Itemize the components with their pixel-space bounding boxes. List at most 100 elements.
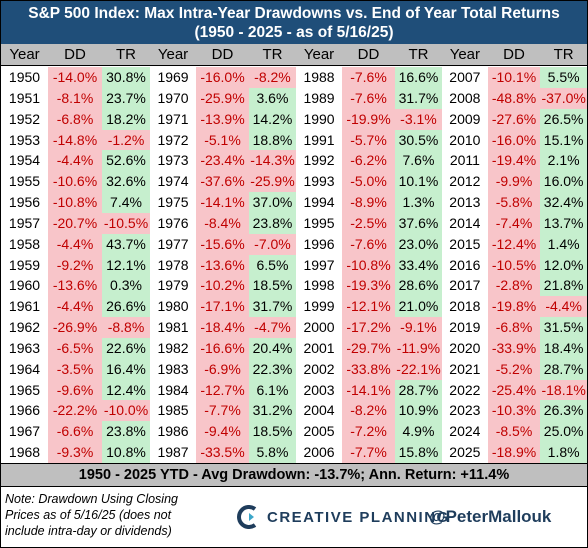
total-return-cell: 7.6% (394, 150, 442, 172)
drawdown-cell: -7.2% (342, 421, 395, 443)
year-cell: 1976 (157, 214, 189, 231)
total-return-cell: 37.6% (394, 212, 442, 234)
table-row: 1993 -5.0% 10.1% (296, 171, 442, 193)
table-row: 2004 -8.2% 10.9% (296, 400, 442, 422)
title-line-2: (1950 - 2025 - as of 5/16/25) (194, 24, 394, 41)
table-row: 1955 -10.6% 32.6% (1, 171, 150, 193)
drawdown-cell: -33.5% (196, 442, 249, 463)
drawdown-cell: -10.8% (48, 192, 102, 213)
summary-bar: 1950 - 2025 YTD - Avg Drawdown: -13.7%; … (1, 463, 587, 487)
year-cell: 1997 (303, 256, 335, 273)
table-row: 1981 -18.4% -4.7% (150, 317, 296, 338)
table-row: 1954 -4.4% 52.6% (1, 150, 150, 172)
total-return-cell: -25.9% (248, 171, 296, 193)
column-header-tr: TR (408, 46, 429, 63)
year-cell: 2014 (449, 214, 481, 231)
table-row: 1960 -13.6% 0.3% (1, 275, 150, 297)
table-row: 1958 -4.4% 43.7% (1, 233, 150, 255)
table-row: 1964 -3.5% 16.4% (1, 358, 150, 380)
year-cell: 2005 (303, 423, 335, 440)
table-row: 2008 -48.8% -37.0% (442, 87, 587, 109)
drawdown-cell: -6.9% (196, 358, 249, 380)
drawdown-cell: -5.7% (342, 129, 395, 151)
total-return-cell: 18.5% (248, 275, 296, 297)
total-return-cell: 1.8% (540, 442, 587, 463)
table-row: 1974 -37.6% -25.9% (150, 171, 296, 193)
year-cell: 1968 (8, 444, 41, 461)
year-cell: 2007 (449, 69, 481, 85)
table-row: 1961 -4.4% 26.6% (1, 296, 150, 318)
column-header-dd: DD (503, 46, 525, 63)
total-return-cell: -4.4% (540, 296, 587, 318)
drawdown-cell: -19.4% (487, 150, 541, 172)
drawdown-cell: -10.2% (196, 275, 249, 297)
drawdown-cell: -33.9% (487, 337, 541, 359)
year-cell: 2006 (303, 444, 335, 461)
table-row: 1963 -6.5% 22.6% (1, 337, 150, 359)
table-row: 1978 -13.6% 6.5% (150, 254, 296, 276)
year-cell: 2009 (449, 110, 481, 127)
table-row: 1996 -7.6% 23.0% (296, 233, 442, 255)
drawdown-cell: -13.9% (196, 108, 249, 130)
year-cell: 1953 (8, 131, 41, 148)
year-cell: 2008 (449, 89, 481, 106)
drawdown-cell: -14.1% (342, 379, 395, 401)
table-row: 1998 -19.3% 28.6% (296, 275, 442, 297)
total-return-cell: 10.1% (394, 171, 442, 193)
table-row: 2020 -33.9% 18.4% (442, 337, 587, 359)
drawdown-cell: -18.4% (196, 317, 249, 338)
drawdown-cell: -8.1% (48, 87, 102, 109)
year-cell: 1954 (8, 152, 41, 169)
total-return-cell: 4.9% (394, 421, 442, 443)
drawdown-cell: -4.4% (48, 296, 102, 318)
total-return-cell: 23.0% (394, 233, 442, 255)
year-cell: 1988 (303, 69, 335, 85)
year-cell: 1970 (157, 89, 189, 106)
total-return-cell: -14.3% (248, 150, 296, 172)
data-grid: 1950 -14.0% 30.8% 1951 -8.1% 23.7% 1952 -6.8% 18… (1, 67, 587, 463)
year-cell: 2024 (449, 423, 481, 440)
drawdown-cell: -14.1% (196, 192, 249, 213)
table-row: 1992 -6.2% 7.6% (296, 150, 442, 172)
year-cell: 2016 (449, 256, 481, 273)
drawdown-cell: -8.5% (487, 421, 541, 443)
column-header-dd: DD (64, 46, 86, 63)
drawdown-cell: -7.4% (487, 212, 541, 234)
year-cell: 2025 (449, 444, 481, 461)
total-return-cell: 12.0% (540, 254, 587, 276)
table-row: 2019 -6.8% 31.5% (442, 317, 587, 338)
drawdown-cell: -20.7% (48, 212, 102, 234)
drawdown-cell: -18.9% (487, 442, 541, 463)
table-row: 2009 -27.6% 26.5% (442, 108, 587, 130)
total-return-cell: -18.1% (540, 379, 587, 401)
total-return-cell: -10.0% (102, 400, 150, 422)
drawdown-cell: -23.4% (196, 150, 249, 172)
column-header-dd: DD (357, 46, 380, 63)
drawdown-cell: -7.6% (342, 233, 395, 255)
table-row: 1952 -6.8% 18.2% (1, 108, 150, 130)
total-return-cell: 26.5% (540, 108, 587, 130)
drawdown-cell: -19.3% (342, 275, 395, 297)
year-cell: 1971 (157, 110, 189, 127)
table-row: 1971 -13.9% 14.2% (150, 108, 296, 130)
total-return-cell: -4.7% (248, 317, 296, 338)
table-row: 1969 -16.0% -8.2% (150, 67, 296, 88)
year-cell: 2002 (303, 360, 335, 377)
total-return-cell: 21.0% (394, 296, 442, 318)
total-return-cell: 6.5% (248, 254, 296, 276)
year-cell: 1986 (157, 423, 189, 440)
table-row: 2002 -33.8% -22.1% (296, 358, 442, 380)
drawdown-cell: -9.9% (487, 171, 541, 193)
brand-logo: CREATIVE PLANNING (237, 505, 450, 529)
total-return-cell: 16.0% (540, 171, 587, 193)
table-row: 1986 -9.4% 18.5% (150, 421, 296, 443)
column-header-year: Year (157, 46, 189, 63)
creative-planning-icon (237, 505, 257, 529)
total-return-cell: 52.6% (102, 150, 150, 172)
total-return-cell: 23.7% (102, 87, 150, 109)
drawdown-cell: -10.5% (487, 254, 541, 276)
drawdown-cell: -16.0% (487, 129, 541, 151)
drawdown-cell: -10.3% (487, 400, 541, 422)
year-cell: 2012 (449, 173, 481, 190)
total-return-cell: 37.0% (248, 192, 296, 213)
